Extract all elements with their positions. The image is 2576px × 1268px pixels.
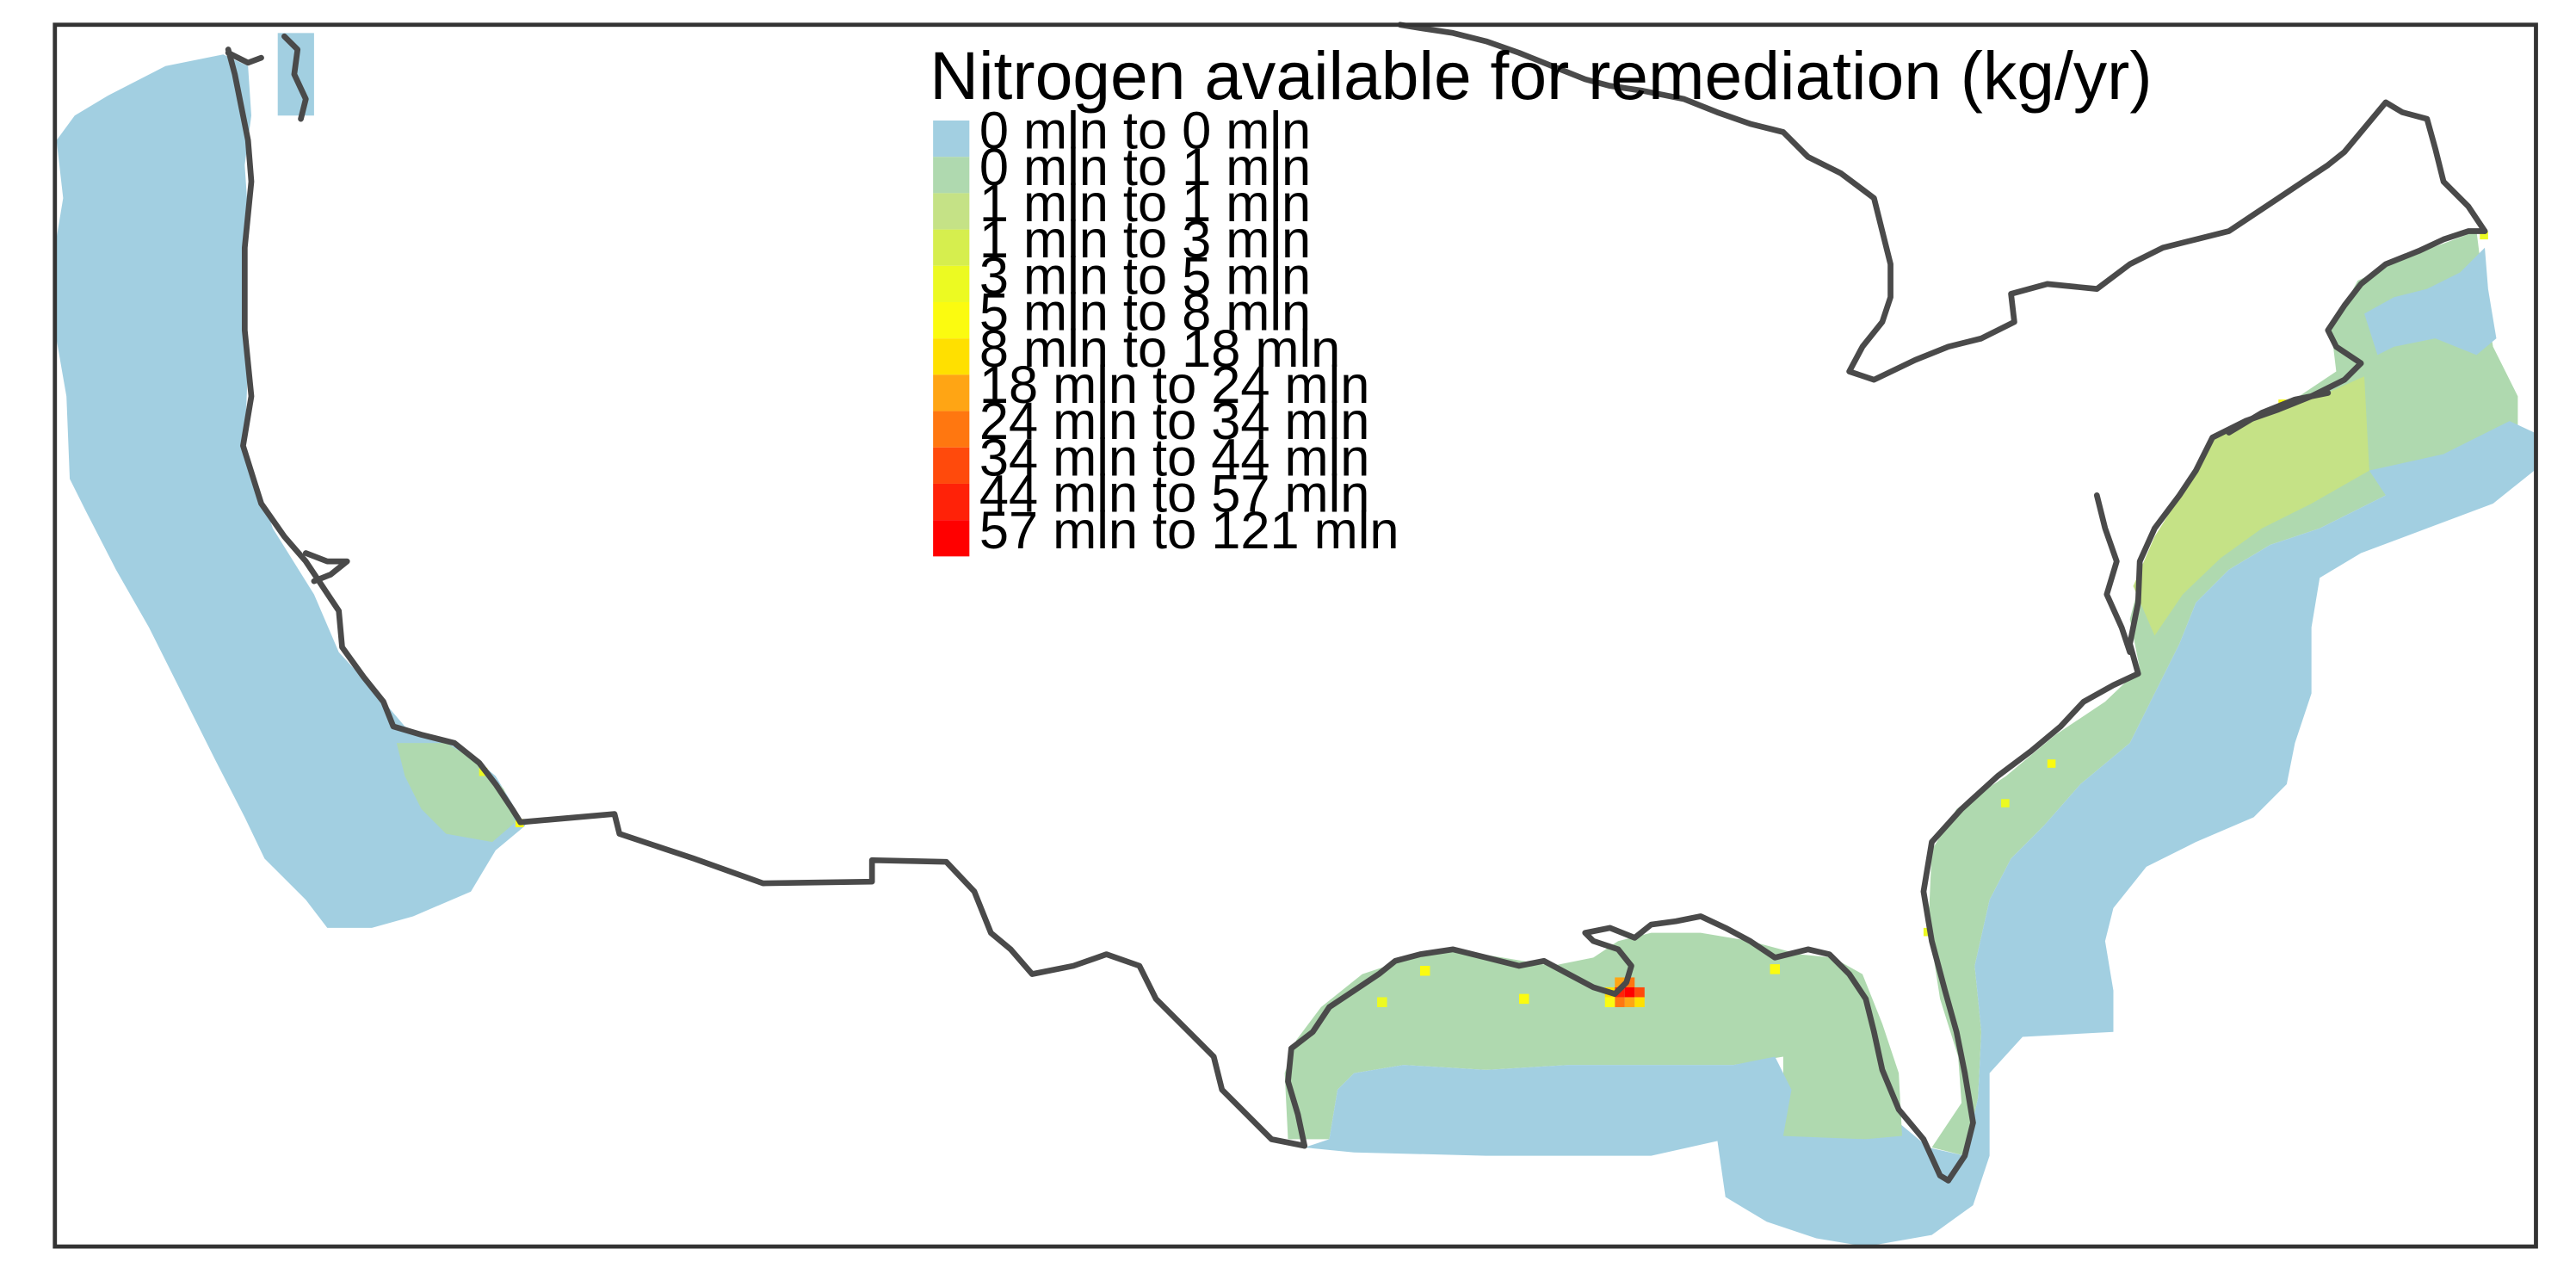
gulf-of-maine-band bbox=[2364, 247, 2497, 356]
legend-swatch bbox=[933, 157, 970, 194]
legend-label: 3 mln to 5 mln bbox=[979, 246, 1311, 306]
pacific-coastline bbox=[225, 46, 524, 826]
gulf-outer-band bbox=[1304, 1056, 1929, 1165]
mexico-border bbox=[517, 811, 1308, 1149]
legend-label: 34 mln to 44 mln bbox=[979, 428, 1370, 487]
gulf-shelf bbox=[1284, 932, 1902, 1140]
map-frame bbox=[53, 22, 2538, 1249]
midatlantic-zone bbox=[2133, 376, 2369, 636]
legend-swatch bbox=[933, 121, 970, 158]
legend-label: 0 mln to 0 mln bbox=[979, 102, 1311, 161]
legend-label: 1 mln to 3 mln bbox=[979, 210, 1311, 269]
atlantic-shelf bbox=[1928, 231, 2518, 1156]
legend-swatch bbox=[933, 374, 970, 411]
socal-bight-band bbox=[396, 743, 516, 843]
atlantic-coastline bbox=[1920, 228, 2488, 1184]
legend-swatch bbox=[933, 265, 970, 302]
legend-swatch bbox=[933, 229, 970, 266]
atlantic-outer-band bbox=[1717, 421, 2535, 1247]
pacific-band bbox=[54, 54, 526, 928]
legend: Nitrogen available for remediation (kg/y… bbox=[930, 38, 2152, 560]
legend-label: 1 mln to 1 mln bbox=[979, 174, 1311, 233]
legend-swatch bbox=[933, 338, 970, 375]
chesapeake-outline bbox=[2093, 492, 2134, 655]
us-outline bbox=[225, 22, 2488, 1184]
legend-title: Nitrogen available for remediation (kg/y… bbox=[930, 38, 2152, 114]
gulf-coastline bbox=[1285, 913, 1952, 1184]
legend-swatch bbox=[933, 301, 970, 339]
canada-border bbox=[1397, 22, 2488, 383]
ocean-data-layer bbox=[54, 33, 2535, 1247]
legend-label: 44 mln to 57 mln bbox=[979, 465, 1370, 524]
long-island-outline bbox=[2226, 390, 2332, 436]
legend-swatch bbox=[933, 411, 970, 448]
legend-label: 8 mln to 18 mln bbox=[979, 319, 1340, 379]
legend-label: 18 mln to 24 mln bbox=[979, 356, 1370, 415]
sf-bay-outline bbox=[302, 550, 350, 585]
legend-swatch bbox=[933, 483, 970, 521]
puget-sound-outline bbox=[225, 33, 309, 122]
legend-swatch bbox=[933, 193, 970, 230]
legend-label: 24 mln to 34 mln bbox=[979, 392, 1370, 451]
legend-label: 57 mln to 121 mln bbox=[979, 501, 1399, 560]
legend-swatch bbox=[933, 447, 970, 484]
legend-label: 5 mln to 8 mln bbox=[979, 283, 1311, 343]
legend-label: 0 mln to 1 mln bbox=[979, 138, 1311, 197]
legend-swatch bbox=[933, 520, 970, 557]
